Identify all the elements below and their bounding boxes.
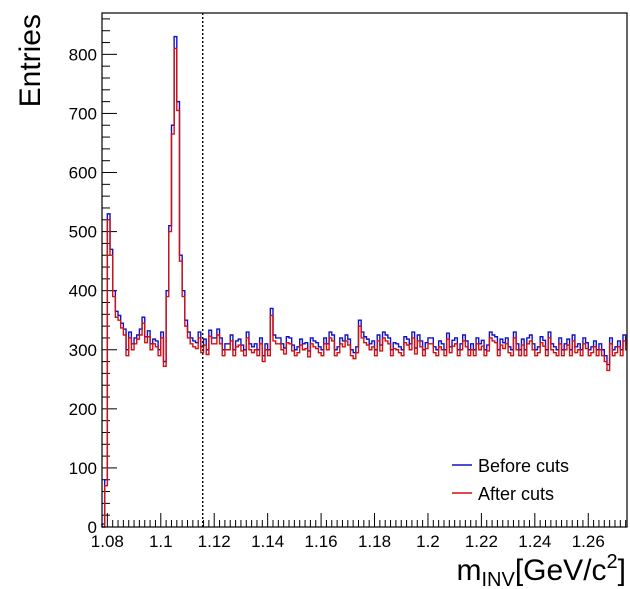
y-tick-label: 200	[69, 400, 97, 419]
x-tick-label: 1.24	[518, 532, 551, 551]
x-axis-title-main: m	[456, 554, 481, 587]
x-axis-title-sub: INV	[481, 569, 515, 589]
x-tick-label: 1.22	[465, 532, 498, 551]
x-axis-title-close: ]	[618, 554, 626, 587]
series-after-cuts	[102, 47, 627, 528]
y-tick-label: 800	[69, 45, 97, 64]
x-tick-label: 1.16	[305, 532, 338, 551]
x-tick-label: 1.14	[251, 532, 284, 551]
y-tick-label: 300	[69, 341, 97, 360]
x-tick-label: 1.08	[91, 532, 124, 551]
x-tick-label: 1.2	[416, 532, 440, 551]
series-before-cuts	[101, 35, 627, 527]
plot-frame	[101, 12, 628, 528]
legend-after-label: After cuts	[478, 484, 554, 504]
y-axis-title: Entries	[14, 14, 47, 107]
y-tick-label: 400	[69, 282, 97, 301]
x-tick-label: 1.18	[358, 532, 391, 551]
x-tick-label: 1.12	[198, 532, 231, 551]
legend-before-label: Before cuts	[478, 456, 569, 476]
y-tick-label: 100	[69, 459, 97, 478]
x-axis-title-unit: [GeV/c	[515, 554, 607, 587]
series-layer	[101, 35, 627, 528]
y-tick-label: 0	[88, 518, 97, 537]
x-tick-labels: 1.08 1.1 1.12 1.14 1.16 1.18 1.2 1.22 1.24 1.26	[91, 532, 605, 551]
x-axis-title: mINV[GeV/c2]	[456, 551, 626, 589]
x-tick-label: 1.1	[149, 532, 173, 551]
y-tick-label: 700	[69, 104, 97, 123]
y-tick-labels: 0 100 200 300 400 500 600 700 800	[69, 45, 97, 537]
legend: Before cuts After cuts	[452, 456, 569, 504]
x-axis-title-sup: 2	[607, 551, 618, 573]
axis-ticks	[101, 18, 627, 528]
x-tick-label: 1.26	[572, 532, 605, 551]
y-tick-label: 600	[69, 164, 97, 183]
y-tick-label: 500	[69, 223, 97, 242]
